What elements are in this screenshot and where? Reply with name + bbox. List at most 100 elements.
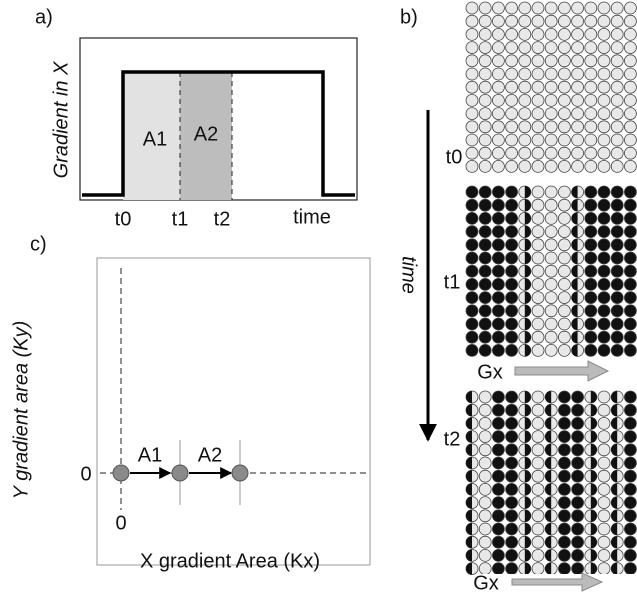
spin bbox=[572, 523, 584, 535]
spin bbox=[545, 536, 551, 548]
spin bbox=[532, 42, 544, 54]
spin bbox=[532, 331, 544, 343]
spin bbox=[506, 2, 518, 14]
spin bbox=[572, 94, 584, 106]
panel-label: b) bbox=[400, 6, 418, 28]
spin bbox=[585, 212, 597, 224]
spin bbox=[492, 212, 504, 224]
spin bbox=[572, 483, 584, 495]
spin bbox=[572, 81, 584, 93]
spin bbox=[611, 212, 623, 224]
spin bbox=[506, 510, 518, 522]
spin bbox=[545, 134, 557, 146]
spin bbox=[492, 404, 504, 416]
spin bbox=[532, 28, 544, 40]
spin bbox=[598, 252, 610, 264]
spin bbox=[506, 121, 518, 133]
spin bbox=[525, 457, 531, 469]
spin bbox=[525, 497, 531, 509]
spin bbox=[466, 226, 478, 238]
spin bbox=[545, 15, 557, 27]
gradient-label: Gx bbox=[473, 572, 499, 594]
spin bbox=[598, 549, 610, 561]
spin bbox=[545, 121, 557, 133]
spin bbox=[611, 81, 623, 93]
spin bbox=[466, 391, 472, 403]
spin bbox=[545, 212, 557, 224]
spin bbox=[532, 252, 544, 264]
time-label: time bbox=[398, 256, 420, 294]
spin bbox=[466, 344, 478, 356]
spin bbox=[532, 344, 544, 356]
spin bbox=[598, 186, 610, 198]
spin bbox=[598, 431, 610, 443]
spin bbox=[492, 121, 504, 133]
spin bbox=[519, 42, 531, 54]
spin bbox=[525, 239, 531, 251]
spin bbox=[558, 292, 570, 304]
spin bbox=[611, 265, 623, 277]
spin bbox=[572, 121, 584, 133]
spin bbox=[532, 134, 544, 146]
spin bbox=[506, 344, 518, 356]
spin bbox=[479, 81, 491, 93]
spin bbox=[506, 160, 518, 172]
spin bbox=[611, 470, 617, 482]
spin bbox=[591, 404, 597, 416]
spin bbox=[532, 81, 544, 93]
spin bbox=[611, 563, 617, 575]
spin bbox=[611, 160, 623, 172]
spin bbox=[466, 121, 478, 133]
spin bbox=[532, 292, 544, 304]
gradient-label: Gx bbox=[477, 361, 503, 383]
spin bbox=[492, 2, 504, 14]
spin bbox=[611, 186, 623, 198]
spin bbox=[492, 331, 504, 343]
spin bbox=[572, 2, 584, 14]
spin bbox=[479, 15, 491, 27]
spin bbox=[624, 55, 636, 67]
spin bbox=[492, 160, 504, 172]
spin bbox=[492, 199, 504, 211]
spin bbox=[506, 331, 518, 343]
y-label: Gradient in X bbox=[50, 61, 72, 178]
spin bbox=[525, 523, 531, 535]
spin bbox=[532, 121, 544, 133]
spin bbox=[492, 305, 504, 317]
spin bbox=[519, 134, 531, 146]
spin bbox=[506, 108, 518, 120]
spin bbox=[492, 81, 504, 93]
spin bbox=[519, 81, 531, 93]
spin bbox=[466, 563, 472, 575]
spin bbox=[611, 42, 623, 54]
spin bbox=[506, 431, 518, 443]
spin bbox=[585, 318, 597, 330]
spin bbox=[492, 523, 504, 535]
spin bbox=[506, 42, 518, 54]
spin bbox=[558, 252, 570, 264]
spin bbox=[572, 252, 578, 264]
spin bbox=[532, 239, 544, 251]
x-label: time bbox=[293, 206, 331, 228]
spin bbox=[492, 483, 504, 495]
spin bbox=[572, 391, 584, 403]
spin bbox=[598, 134, 610, 146]
point bbox=[113, 465, 129, 481]
spin bbox=[545, 147, 557, 159]
spin bbox=[506, 199, 518, 211]
spin bbox=[558, 199, 570, 211]
spin bbox=[558, 510, 570, 522]
spin bbox=[611, 147, 623, 159]
spin bbox=[624, 265, 636, 277]
spin bbox=[611, 252, 623, 264]
spin bbox=[506, 470, 518, 482]
spin bbox=[611, 55, 623, 67]
spin bbox=[591, 510, 597, 522]
spin bbox=[492, 457, 504, 469]
spin bbox=[572, 292, 578, 304]
spin bbox=[585, 68, 597, 80]
spin bbox=[525, 212, 531, 224]
spin bbox=[492, 186, 504, 198]
spin bbox=[558, 278, 570, 290]
spin bbox=[466, 68, 478, 80]
